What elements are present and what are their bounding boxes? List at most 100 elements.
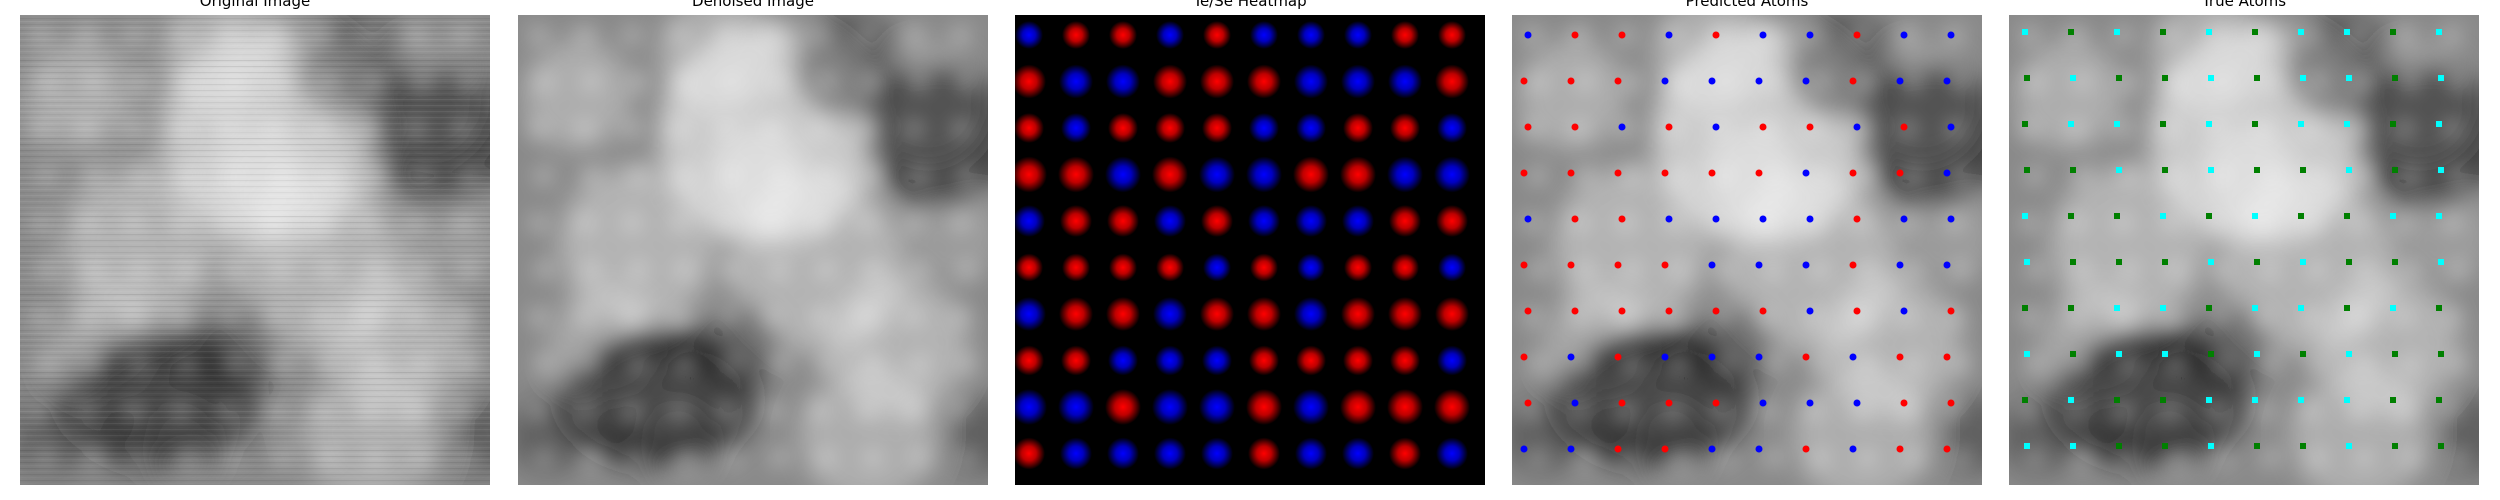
true-atom-green (2392, 167, 2398, 173)
predicted-se-atom (1806, 307, 1814, 315)
te-spot (1340, 156, 1376, 193)
te-spot (1155, 113, 1185, 143)
true-atom-cyan (2300, 259, 2306, 265)
se-spot (1155, 345, 1185, 376)
predicted-se-atom (1947, 123, 1955, 131)
predicted-se-atom (1708, 353, 1716, 361)
true-atom-green (2070, 259, 2076, 265)
true-atom-cyan (2116, 167, 2122, 173)
panel-denoised-image: Denoised Image (518, 0, 988, 500)
se-spot (1061, 113, 1091, 143)
predicted-se-atom (1665, 215, 1673, 223)
te-spot (1058, 156, 1094, 193)
true-atom-green (2114, 397, 2120, 403)
true-atom-green (2254, 167, 2260, 173)
true-atom-green (2024, 167, 2030, 173)
predicted-se-atom (1708, 261, 1716, 269)
true-atom-green (2114, 213, 2120, 219)
se-spot (1199, 156, 1235, 193)
te-spot (1200, 64, 1234, 99)
original-image (20, 15, 490, 485)
true-atom-green (2300, 167, 2306, 173)
se-spot (1295, 437, 1327, 470)
true-atom-cyan (2438, 259, 2444, 265)
true-atom-green (2022, 121, 2028, 127)
predicted-atoms-image (1512, 15, 1982, 485)
true-atom-cyan (2070, 443, 2076, 449)
true-atom-cyan (2024, 443, 2030, 449)
se-spot (1108, 345, 1138, 376)
se-spot (1015, 21, 1043, 49)
se-spot (1387, 156, 1423, 193)
predicted-te-atom (1943, 445, 1951, 453)
true-atom-green (2436, 397, 2442, 403)
te-spot (1247, 64, 1281, 99)
true-atom-green (2116, 443, 2122, 449)
true-atom-green (2436, 305, 2442, 311)
true-atom-cyan (2208, 75, 2214, 81)
predicted-te-atom (1661, 445, 1669, 453)
se-spot (1344, 21, 1372, 49)
original-image-canvas (20, 15, 490, 485)
predicted-te-atom (1567, 77, 1575, 85)
predicted-te-atom (1661, 169, 1669, 177)
true-atom-cyan (2160, 213, 2166, 219)
se-spot (1060, 437, 1092, 470)
te-spot (1015, 64, 1046, 99)
predicted-te-atom (1755, 169, 1763, 177)
true-atom-cyan (2252, 213, 2258, 219)
predicted-te-atom (1896, 169, 1904, 177)
true-atom-cyan (2438, 167, 2444, 173)
predicted-se-atom (1900, 31, 1908, 39)
predicted-te-atom (1520, 353, 1528, 361)
predicted-se-atom (1853, 399, 1861, 407)
predicted-se-atom (1943, 261, 1951, 269)
true-atom-cyan (2252, 397, 2258, 403)
predicted-te-atom (1759, 307, 1767, 315)
true-atom-green (2022, 305, 2028, 311)
te-spot (1293, 156, 1329, 193)
predicted-se-atom (1759, 215, 1767, 223)
te-spot (1202, 113, 1232, 143)
true-atom-green (2162, 259, 2168, 265)
te-spot (1059, 297, 1093, 331)
true-atom-cyan (2346, 351, 2352, 357)
te-spot (1105, 389, 1141, 425)
true-atom-green (2070, 351, 2076, 357)
true-atom-cyan (2390, 305, 2396, 311)
se-spot (1199, 389, 1235, 425)
te-spot (1391, 253, 1419, 282)
panel-heatmap: Te/Se Heatmap (1015, 0, 1485, 500)
predicted-se-atom (1618, 123, 1626, 131)
predicted-se-atom (1896, 261, 1904, 269)
true-atom-cyan (2068, 397, 2074, 403)
true-atom-green (2390, 121, 2396, 127)
te-spot (1389, 205, 1421, 237)
true-atom-cyan (2344, 29, 2350, 35)
predicted-se-atom (1943, 169, 1951, 177)
te-spot (1389, 437, 1421, 470)
te-spot (1015, 437, 1045, 470)
true-atom-cyan (2024, 259, 2030, 265)
predicted-te-atom (1520, 77, 1528, 85)
te-spot (1062, 21, 1090, 49)
true-atom-cyan (2114, 29, 2120, 35)
true-atom-cyan (2298, 305, 2304, 311)
true-atom-green (2300, 351, 2306, 357)
predicted-te-atom (1849, 261, 1857, 269)
true-atom-green (2206, 305, 2212, 311)
true-atom-green (2254, 75, 2260, 81)
predicted-te-atom (1614, 353, 1622, 361)
predicted-se-atom (1567, 445, 1575, 453)
predicted-te-atom (1900, 399, 1908, 407)
se-spot (1202, 345, 1232, 376)
true-atom-cyan (2024, 351, 2030, 357)
te-spot (1344, 253, 1372, 282)
true-atom-green (2392, 443, 2398, 449)
te-spot (1062, 253, 1090, 282)
se-spot (1246, 156, 1282, 193)
te-spot (1388, 297, 1422, 331)
predicted-se-atom (1759, 399, 1767, 407)
te-spot (1156, 253, 1184, 282)
se-spot (1153, 297, 1187, 331)
